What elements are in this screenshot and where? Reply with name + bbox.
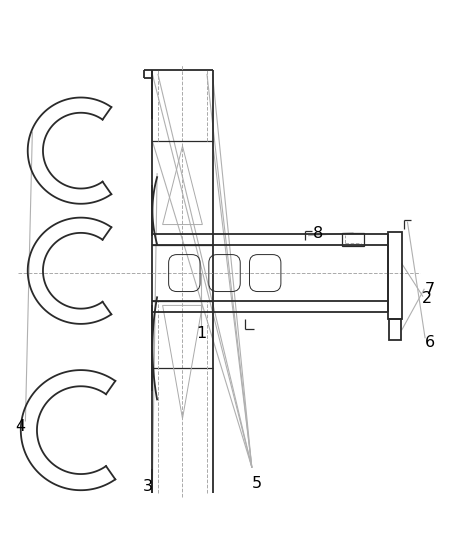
Text: 4: 4: [16, 419, 26, 435]
Bar: [342, 233, 364, 246]
Text: 7: 7: [425, 282, 435, 297]
Text: 3: 3: [143, 479, 153, 494]
Bar: [389, 319, 401, 340]
Text: 8: 8: [313, 226, 323, 241]
Text: 1: 1: [196, 325, 206, 340]
Text: 2: 2: [422, 291, 432, 306]
Text: 5: 5: [251, 476, 261, 491]
Bar: [388, 232, 402, 319]
Text: 6: 6: [425, 335, 435, 350]
